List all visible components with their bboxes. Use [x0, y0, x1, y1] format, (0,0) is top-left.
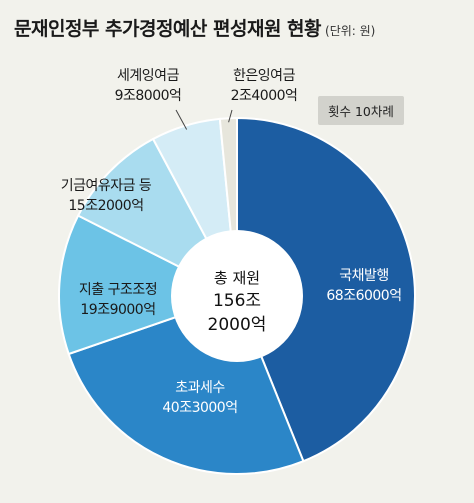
slice-label-value-5: 9조8000억 — [115, 88, 182, 104]
leader-line-6 — [228, 109, 233, 123]
slice-label-value-3: 19조9000억 — [80, 302, 155, 318]
count-badge: 횟수 10차례 — [318, 96, 404, 125]
slice-label-name-4: 기금여유자금 등 — [61, 178, 152, 194]
pie-slice-1 — [236, 116, 416, 463]
slice-label-value-4: 15조2000억 — [68, 198, 143, 214]
slice-label-name-2: 초과세수 — [175, 380, 225, 396]
slice-label-name-1: 국채발행 — [339, 268, 389, 284]
pie-slice-3 — [58, 214, 240, 356]
slice-label-value-6: 2조4000억 — [231, 88, 298, 104]
chart-title: 문재인정부 추가경정예산 편성재원 현황 — [14, 18, 322, 40]
center-total-value-1: 156조 — [213, 291, 261, 311]
slice-label-name-3: 지출 구조조정 — [79, 282, 157, 298]
leader-line-5 — [175, 109, 188, 130]
center-total-value-2: 2000억 — [208, 315, 267, 335]
unit-label: (단위: 원) — [325, 24, 376, 38]
slice-label-name-6: 한은잉여금 — [233, 68, 296, 84]
center-total-label: 총 재원 — [214, 269, 260, 287]
slice-label-value-1: 68조6000억 — [326, 288, 401, 304]
center-hole — [171, 230, 303, 362]
slice-label-value-2: 40조3000억 — [162, 400, 237, 416]
chart-title-row: 문재인정부 추가경정예산 편성재원 현황 (단위: 원) — [14, 14, 375, 41]
slice-label-name-5: 세계잉여금 — [117, 68, 180, 84]
